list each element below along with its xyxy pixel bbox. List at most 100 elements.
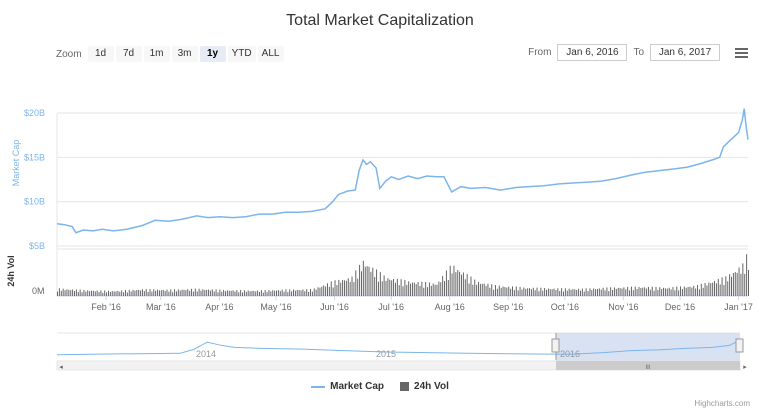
- volume-bar: [100, 290, 102, 296]
- volume-bar: [621, 288, 623, 296]
- volume-bar: [557, 288, 559, 296]
- y-axis-ticks: $20B $15B $10B $5B: [24, 108, 45, 251]
- volume-bar: [81, 292, 83, 296]
- volume-bar: [396, 278, 398, 296]
- volume-bar: [60, 290, 62, 296]
- volume-bar: [251, 290, 253, 296]
- volume-bar: [381, 281, 383, 296]
- volume-bar: [642, 287, 644, 296]
- volume-bar: [693, 285, 695, 296]
- volume-bar: [62, 288, 64, 296]
- volume-bar: [304, 291, 306, 296]
- volume-bar: [540, 287, 542, 296]
- legend-item-market-cap[interactable]: Market Cap: [311, 381, 384, 392]
- volume-bar: [228, 290, 230, 296]
- volume-bar: [215, 289, 217, 296]
- zoom-button-all[interactable]: ALL: [257, 46, 284, 62]
- volume-bar: [107, 290, 109, 296]
- volume-bar: [330, 281, 332, 296]
- volume-bar: [98, 292, 100, 296]
- volume-bar: [676, 286, 678, 296]
- zoom-button-7d[interactable]: 7d: [115, 46, 142, 62]
- volume-bar: [325, 286, 327, 296]
- volume-bar: [387, 278, 389, 296]
- volume-bar: [585, 288, 587, 296]
- volume-bar: [138, 289, 140, 296]
- from-date-input[interactable]: Jan 6, 2016: [557, 44, 628, 61]
- volume-bar: [655, 286, 657, 296]
- volume-bar: [276, 290, 278, 296]
- zoom-button-1y[interactable]: 1y: [199, 46, 226, 62]
- to-label: To: [633, 47, 644, 58]
- volume-bar: [523, 287, 525, 296]
- volume-bar: [627, 286, 629, 296]
- volume-bar: [347, 278, 349, 296]
- volume-bar: [153, 289, 155, 296]
- zoom-button-ytd[interactable]: YTD: [227, 46, 256, 62]
- volume-bar: [702, 287, 704, 296]
- volume-bar: [296, 289, 298, 296]
- volume-bar: [579, 290, 581, 296]
- volume-bar: [444, 281, 446, 296]
- volume-bar: [455, 272, 457, 296]
- zoom-button-3m[interactable]: 3m: [171, 46, 198, 62]
- navigator: 2014 2015 2016 III ◂ ▸: [56, 332, 747, 371]
- volume-bar: [223, 289, 225, 296]
- volume-bar: [255, 291, 257, 296]
- volume-bar: [476, 284, 478, 296]
- volume-bar: [187, 289, 189, 296]
- volume-bar: [674, 290, 676, 296]
- volume-bar: [532, 287, 534, 296]
- volume-bar: [272, 290, 274, 296]
- volume-bar: [485, 285, 487, 296]
- volume-bar: [697, 285, 699, 296]
- volume-bar: [714, 280, 716, 296]
- volume-bar: [719, 284, 721, 296]
- volume-bar: [610, 287, 612, 296]
- volume-bar: [583, 291, 585, 296]
- volume-bar: [236, 290, 238, 296]
- volume-bar: [319, 287, 321, 296]
- volume-bar: [740, 273, 742, 296]
- volume-bar: [619, 288, 621, 296]
- volume-bar: [519, 286, 521, 296]
- volume-bar: [313, 288, 315, 296]
- zoom-button-1d[interactable]: 1d: [87, 46, 114, 62]
- volume-bar: [498, 285, 500, 296]
- legend-item-24h-vol[interactable]: 24h Vol: [400, 381, 449, 392]
- volume-bar: [457, 270, 459, 296]
- chart-title: Total Market Capitalization: [286, 12, 474, 29]
- hamburger-menu-icon[interactable]: [735, 48, 748, 60]
- legend-line-icon: [311, 385, 326, 388]
- volume-bar: [198, 288, 200, 296]
- volume-bar: [66, 289, 68, 296]
- volume-bar: [436, 284, 438, 296]
- volume-bar: [359, 264, 361, 296]
- volume-bar: [362, 260, 364, 296]
- navigator-year-label: 2015: [376, 349, 396, 359]
- volume-bar: [402, 286, 404, 296]
- volume-bar: [440, 282, 442, 296]
- volume-bar: [230, 290, 232, 296]
- volume-bar: [630, 286, 632, 296]
- volume-bar: [459, 271, 461, 296]
- volume-bar: [242, 292, 244, 296]
- scrollbar-thumb: [556, 361, 740, 370]
- volume-bar: [559, 291, 561, 296]
- volume-bar: [262, 292, 264, 296]
- volume-bar: [58, 288, 60, 296]
- volume-bar: [77, 291, 79, 296]
- volume-bar: [200, 290, 202, 296]
- volume-bar: [534, 290, 536, 296]
- credits-link[interactable]: Highcharts.com: [694, 399, 750, 408]
- volume-bar: [530, 289, 532, 296]
- to-date-input[interactable]: Jan 6, 2017: [650, 44, 720, 61]
- volume-bar: [170, 289, 172, 296]
- volume-bar: [623, 287, 625, 296]
- volume-bar: [158, 290, 160, 296]
- zoom-button-1m[interactable]: 1m: [143, 46, 170, 62]
- volume-bar: [302, 289, 304, 296]
- volume-bar: [553, 288, 555, 296]
- volume-bar: [593, 288, 595, 296]
- navigator-handle-left: [551, 338, 560, 353]
